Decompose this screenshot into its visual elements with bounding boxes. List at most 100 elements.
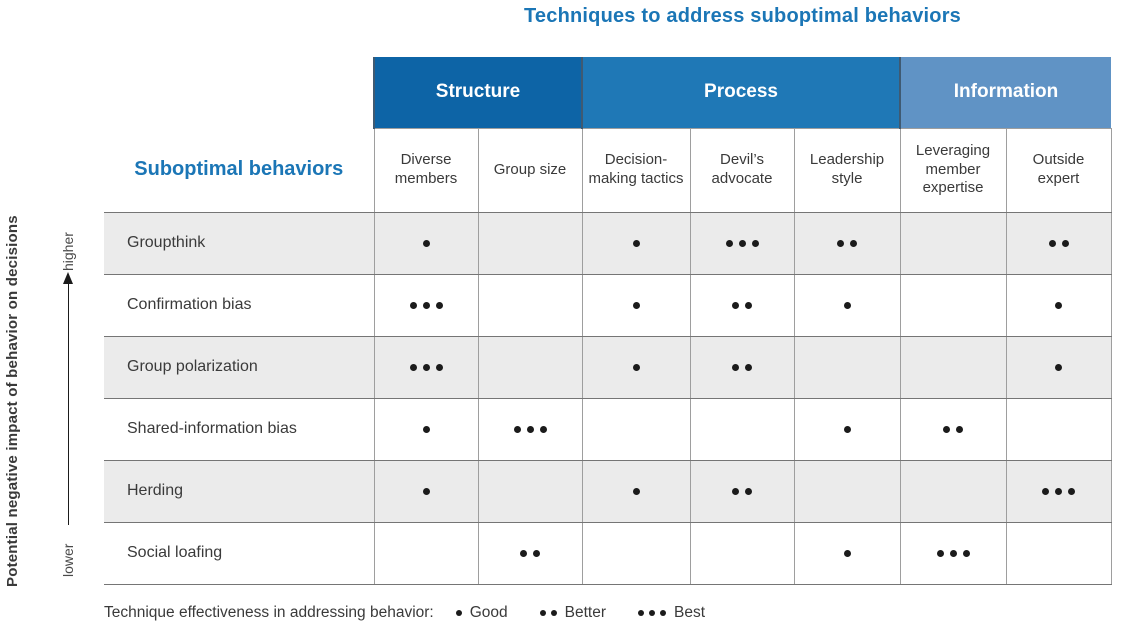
behavior-label: Herding: [104, 459, 375, 523]
effectiveness-cell: [581, 459, 691, 523]
effectiveness-dot-icon: [435, 302, 443, 309]
y-axis-higher-label: higher: [60, 232, 76, 271]
effectiveness-cell: [581, 211, 691, 275]
effectiveness-rating: [422, 488, 430, 495]
effectiveness-dot-icon: [745, 364, 752, 371]
effectiveness-cell: [1005, 521, 1112, 585]
effectiveness-dot-icon: [422, 302, 430, 309]
column-header: Leadership style: [793, 127, 901, 213]
behavior-label: Confirmation bias: [104, 273, 375, 337]
effectiveness-rating: [632, 488, 640, 495]
legend: Technique effectiveness in addressing be…: [104, 604, 737, 622]
effectiveness-cell: [899, 459, 1007, 523]
effectiveness-rating: [1055, 364, 1063, 371]
effectiveness-dot-icon: [435, 364, 443, 371]
legend-item-label: Best: [674, 604, 706, 621]
legend-item-better: Better: [539, 604, 607, 622]
behavior-row: Confirmation bias: [104, 273, 1112, 337]
effectiveness-dot-icon: [745, 488, 752, 495]
effectiveness-cell: [899, 335, 1007, 399]
effectiveness-dot-icon: [837, 240, 844, 247]
effectiveness-rating: [632, 302, 640, 309]
effectiveness-dot-icon: [850, 240, 857, 247]
legend-caption: Technique effectiveness in addressing be…: [104, 604, 434, 621]
effectiveness-rating: [732, 488, 752, 495]
legend-item-label: Good: [469, 604, 508, 621]
effectiveness-dot-icon: [956, 426, 964, 433]
effectiveness-cell: [581, 273, 691, 337]
effectiveness-dot-icon: [1055, 302, 1063, 309]
column-header: Devil’s advocate: [689, 127, 795, 213]
effectiveness-dot-icon: [422, 364, 430, 371]
effectiveness-rating: [632, 364, 640, 371]
effectiveness-dot-icon: [409, 302, 417, 309]
effectiveness-dot-icon: [422, 240, 430, 247]
behavior-row: Shared-information bias: [104, 397, 1112, 461]
behavior-label: Shared-information bias: [104, 397, 375, 461]
effectiveness-dot-icon: [949, 550, 957, 557]
column-header: Decision-making tactics: [581, 127, 691, 213]
column-header: Outside expert: [1005, 127, 1112, 213]
effectiveness-rating: [943, 426, 964, 433]
legend-dots: [455, 610, 462, 616]
effectiveness-dot-icon: [1055, 364, 1063, 371]
effectiveness-dot-icon: [632, 302, 640, 309]
effectiveness-rating: [843, 550, 851, 557]
legend-item-good: Good: [455, 604, 508, 622]
effectiveness-rating: [422, 426, 430, 433]
effectiveness-cell: [689, 273, 795, 337]
effectiveness-cell: [373, 521, 479, 585]
effectiveness-cell: [477, 459, 583, 523]
behavior-label: Social loafing: [104, 521, 375, 585]
effectiveness-dot-icon: [526, 426, 534, 433]
effectiveness-cell: [793, 273, 901, 337]
effectiveness-rating: [936, 550, 970, 557]
effectiveness-rating: [513, 426, 547, 433]
group-header-process: Process: [580, 57, 902, 128]
behavior-label: Groupthink: [104, 211, 375, 275]
behavior-label: Group polarization: [104, 335, 375, 399]
effectiveness-cell: [373, 397, 479, 461]
y-axis-title: Potential negative impact of behavior on…: [4, 215, 21, 587]
effectiveness-dot-icon: [1061, 240, 1069, 247]
effectiveness-cell: [581, 521, 691, 585]
effectiveness-dot-icon: [732, 364, 739, 371]
effectiveness-dot-icon: [962, 550, 970, 557]
effectiveness-cell: [899, 397, 1007, 461]
behavior-row: Groupthink: [104, 211, 1112, 275]
column-header: Group size: [477, 127, 583, 213]
effectiveness-dot-icon: [732, 488, 739, 495]
legend-dots: [638, 610, 667, 616]
effectiveness-cell: [899, 521, 1007, 585]
effectiveness-cell: [1005, 397, 1112, 461]
effectiveness-cell: [1005, 211, 1112, 275]
effectiveness-dot-icon: [843, 426, 851, 433]
effectiveness-rating: [732, 302, 752, 309]
effectiveness-cell: [689, 459, 795, 523]
effectiveness-dot-icon: [513, 426, 521, 433]
effectiveness-cell: [689, 397, 795, 461]
group-header-information: Information: [899, 57, 1112, 128]
effectiveness-dot-icon: [422, 426, 430, 433]
effectiveness-rating: [422, 240, 430, 247]
effectiveness-rating: [837, 240, 857, 247]
effectiveness-rating: [1042, 488, 1076, 495]
legend-item-label: Better: [564, 604, 607, 621]
row-header-title: Suboptimal behaviors: [104, 128, 374, 213]
effectiveness-rating: [409, 302, 443, 309]
effectiveness-cell: [793, 335, 901, 399]
effectiveness-cell: [477, 397, 583, 461]
effectiveness-dot-icon: [632, 488, 640, 495]
technique-header-row: Suboptimal behaviors Diverse members Group…: [104, 127, 1112, 213]
effectiveness-dot-icon: [1068, 488, 1076, 495]
effectiveness-rating: [520, 550, 540, 557]
effectiveness-dot-icon: [660, 610, 667, 616]
effectiveness-cell: [1005, 459, 1112, 523]
effectiveness-cell: [793, 397, 901, 461]
column-header: Diverse members: [373, 127, 479, 213]
effectiveness-rating: [409, 364, 443, 371]
effectiveness-cell: [477, 521, 583, 585]
behavior-row: Herding: [104, 459, 1112, 523]
behavior-row: Social loafing: [104, 521, 1112, 585]
